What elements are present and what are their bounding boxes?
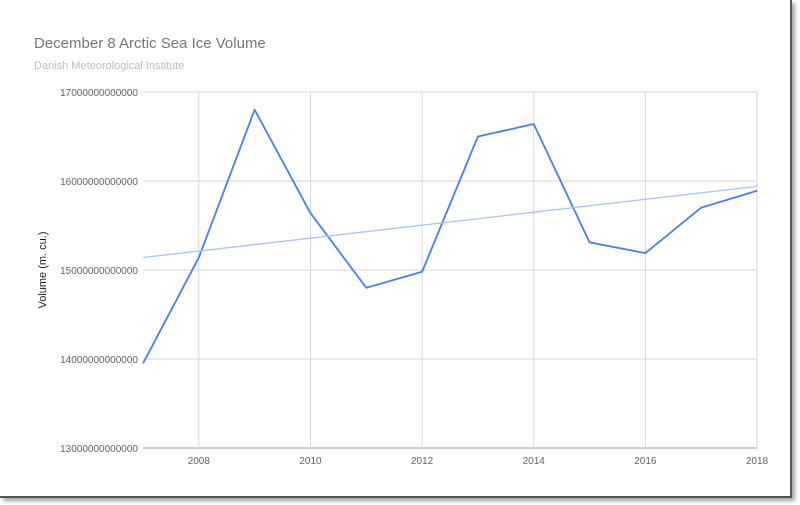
x-tick-label: 2018: [746, 456, 769, 467]
x-tick-label: 2008: [188, 456, 211, 467]
volume-line: [142, 108, 758, 364]
chart-frame: [0, 0, 792, 498]
trendline: [142, 185, 758, 259]
y-tick-label: 14000000000000: [60, 355, 138, 366]
y-tick-label: 17000000000000: [60, 88, 138, 99]
y-tick-label: 15000000000000: [60, 266, 138, 277]
y-tick-label: 13000000000000: [60, 444, 138, 455]
chart-subtitle: Danish Meteorological Institute: [34, 60, 185, 72]
y-axis-label: Volume (m. cu.): [37, 231, 49, 308]
x-tick-label: 2014: [523, 456, 546, 467]
x-tick-label: 2012: [411, 456, 434, 467]
x-tick-label: 2010: [299, 456, 322, 467]
chart-title: December 8 Arctic Sea Ice Volume: [34, 35, 266, 52]
x-tick-label: 2016: [634, 456, 657, 467]
y-tick-label: 16000000000000: [60, 177, 138, 188]
